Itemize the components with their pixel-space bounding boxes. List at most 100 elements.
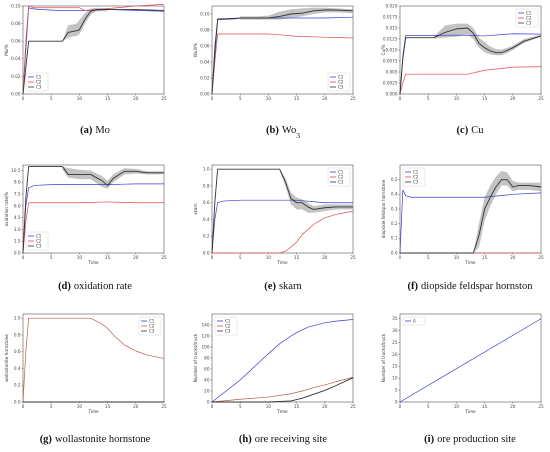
y-tick-label: 0.0 <box>203 250 210 255</box>
x-tick-label: 5 <box>50 255 53 260</box>
x-tick-label: 0 <box>211 404 214 409</box>
legend-entry: C2 <box>413 174 419 179</box>
legend-entry: C3 <box>338 179 344 184</box>
x-tick-label: 15 <box>482 404 488 409</box>
x-tick-label: 5 <box>50 404 53 409</box>
x-tick-label: 20 <box>133 96 139 101</box>
y-tick-label: 7.5 <box>14 191 21 196</box>
x-axis-label: Time <box>464 260 476 265</box>
series-line-c1 <box>211 199 353 254</box>
y-tick-label: 4.5 <box>14 215 21 220</box>
x-tick-label: 20 <box>510 255 516 260</box>
y-tick-label: 5 <box>395 388 398 393</box>
x-tick-label: 25 <box>161 96 167 101</box>
y-tick-label: 20 <box>204 388 210 393</box>
y-tick-label: 20 <box>392 352 398 357</box>
y-tick-label: 0.4 <box>203 217 210 222</box>
y-tick-label: 15 <box>392 364 398 369</box>
y-tick-label: 0 <box>395 399 398 404</box>
legend: A <box>402 316 426 326</box>
chart-panel-g: 0 5 10 15 20 25 0.0 0.2 0.4 0.6 0.8 1.0 Time wollasto… <box>4 313 167 445</box>
caption-text: ore production site <box>437 434 516 445</box>
x-tick-label: 5 <box>50 96 53 101</box>
x-tick-label: 15 <box>482 255 488 260</box>
y-tick-label: 100 <box>202 344 210 349</box>
caption-label: (a) <box>80 125 93 136</box>
x-tick-label: 0 <box>211 96 214 101</box>
y-tick-label: 0.0 <box>14 250 21 255</box>
chart-panel-a: 0 5 10 15 20 25 0.00 0.02 0.04 0.06 0.08 0.10 Mo/% C1… <box>4 3 167 136</box>
y-axis-label: Mo/% <box>4 44 9 56</box>
legend-box <box>327 72 351 92</box>
x-tick-label: 20 <box>510 404 516 409</box>
caption-text: skarn <box>279 281 302 292</box>
y-tick-label: 60 <box>204 366 210 371</box>
x-axis-label: Time <box>276 409 288 414</box>
series-line-c2 <box>211 376 354 403</box>
legend-entry: C1 <box>526 10 532 15</box>
x-tick-label: 25 <box>538 404 544 409</box>
y-axis-label: wollastonite hornstone <box>4 334 9 382</box>
panel-caption: (f) diopside feldspar hornston <box>408 281 534 292</box>
x-tick-label: 10 <box>77 404 83 409</box>
plot-frame <box>22 164 165 254</box>
caption-text: Mo <box>95 125 110 136</box>
chart-panel-h: 0 5 10 15 20 25 0 20 40 60 80 100 120 140 Time Number o… <box>193 313 356 445</box>
y-tick-label: 0.5 <box>391 177 398 182</box>
y-tick-label: 0 <box>207 399 210 404</box>
series-line-c1 <box>22 183 164 254</box>
legend-entry: C2 <box>36 79 42 84</box>
x-tick-label: 15 <box>294 404 300 409</box>
legend-entry: C3 <box>413 179 419 184</box>
legend-box <box>515 8 539 28</box>
caption-label: (e) <box>264 281 276 292</box>
legend-entry: C1 <box>338 74 344 79</box>
confidence-band-c3 <box>473 170 541 253</box>
legend-entry: C1 <box>225 318 231 323</box>
x-tick-label: 5 <box>239 255 242 260</box>
y-tick-label: 80 <box>204 355 210 360</box>
x-tick-label: 25 <box>538 96 544 101</box>
caption-label: (g) <box>40 434 53 445</box>
caption-text: ore receiving site <box>255 434 328 445</box>
legend-entry: A <box>413 318 416 323</box>
legend-entry: C3 <box>526 20 532 25</box>
y-tick-label: 0.0025 <box>383 80 398 85</box>
x-tick-label: 15 <box>482 96 488 101</box>
caption-text: oxidation rate <box>74 281 132 292</box>
legend-entry: C1 <box>36 233 42 238</box>
legend-box <box>402 316 426 326</box>
y-tick-label: 0.8 <box>14 332 21 337</box>
y-tick-label: 0.1 <box>391 236 398 241</box>
x-tick-label: 20 <box>322 404 328 409</box>
x-tick-label: 15 <box>105 96 111 101</box>
panel-caption: (e) skarn <box>264 281 302 292</box>
y-axis-label: Number of trucks/truck <box>381 333 386 382</box>
y-tick-label: 0.015 <box>386 25 398 30</box>
panel-caption: (b) Wo3 <box>266 125 300 140</box>
y-tick-label: 0.00 <box>11 91 21 96</box>
y-tick-label: 0.2 <box>391 221 398 226</box>
x-tick-label: 15 <box>105 255 111 260</box>
x-tick-label: 15 <box>105 404 111 409</box>
x-tick-label: 25 <box>161 255 167 260</box>
plot-frame <box>22 5 165 95</box>
y-tick-label: 3.0 <box>14 227 21 232</box>
legend-entry: C3 <box>338 84 344 89</box>
y-tick-label: 0.02 <box>11 74 21 79</box>
y-tick-label: 0.06 <box>200 43 210 48</box>
caption-label: (d) <box>58 281 71 292</box>
x-tick-label: 10 <box>266 255 272 260</box>
y-tick-label: 0.10 <box>11 3 21 8</box>
caption-subscript: 3 <box>296 131 300 140</box>
x-tick-label: 10 <box>266 404 272 409</box>
y-tick-label: 0.3 <box>391 206 398 211</box>
series-line-c3 <box>400 179 542 254</box>
y-tick-label: 25 <box>392 340 398 345</box>
legend-entry: C3 <box>36 243 42 248</box>
x-tick-label: 25 <box>161 404 167 409</box>
x-tick-label: 25 <box>350 404 356 409</box>
legend-entry: C1 <box>413 169 419 174</box>
